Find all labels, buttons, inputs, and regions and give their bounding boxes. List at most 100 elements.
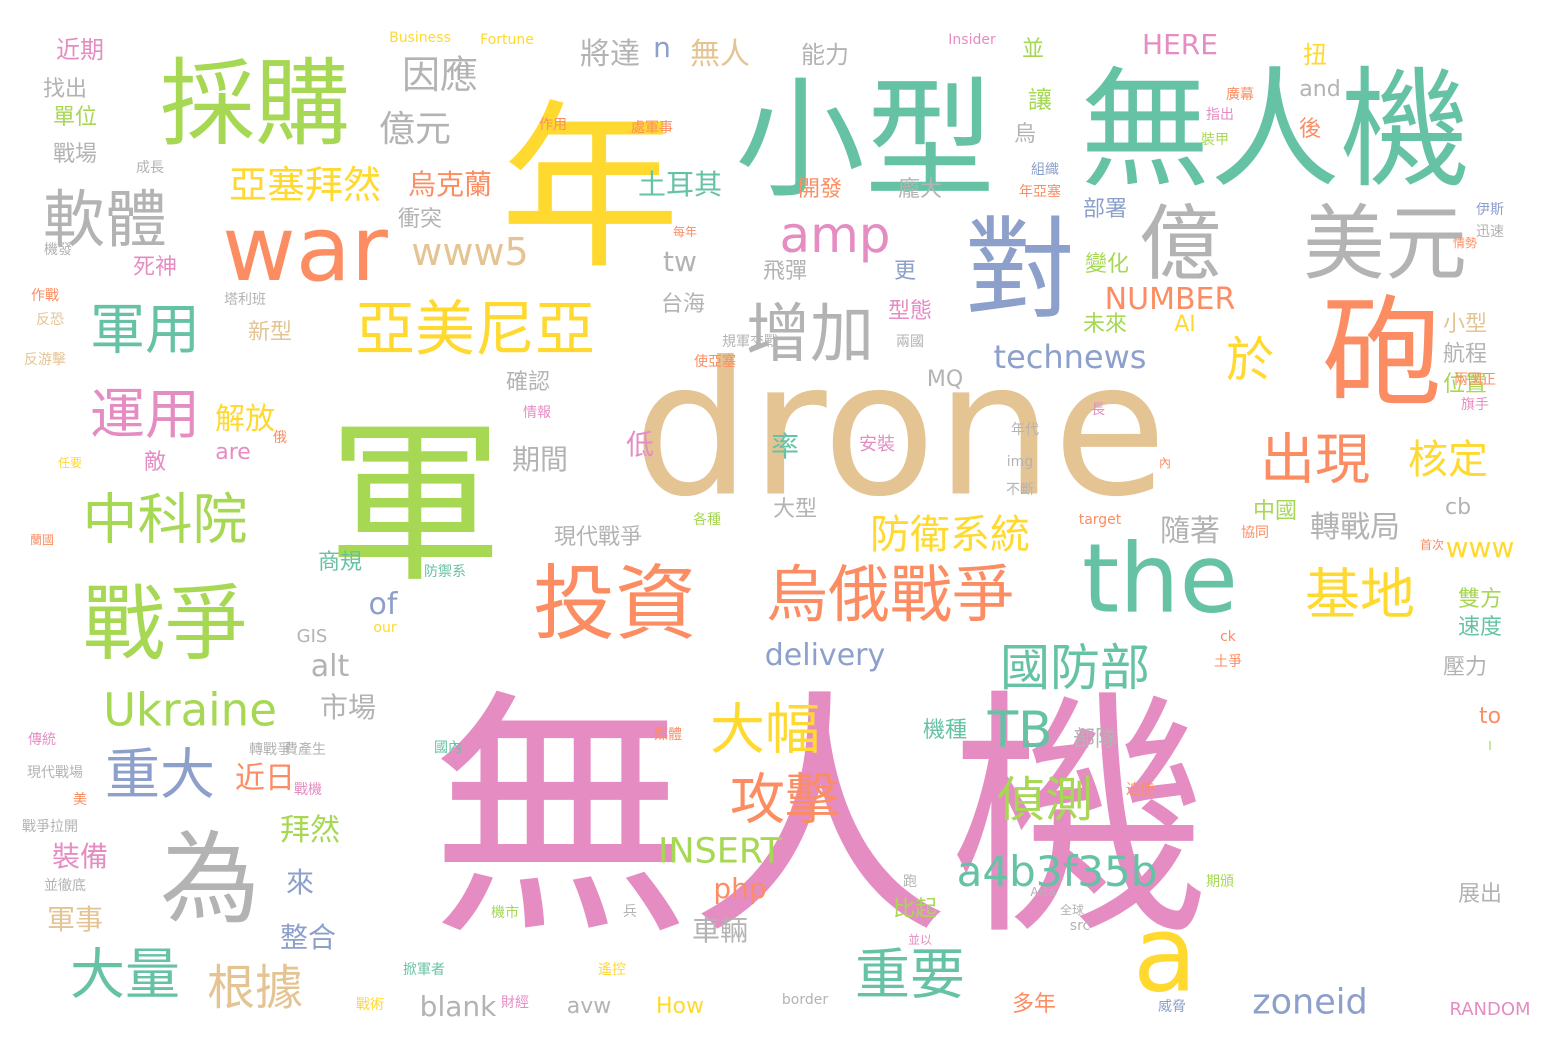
cloud-word: 無人機: [430, 669, 1210, 971]
cloud-word: of: [368, 587, 398, 622]
cloud-word: 飛彈: [762, 259, 808, 284]
cloud-word: 期間: [511, 443, 569, 476]
cloud-word: 轉戰爭: [249, 742, 291, 758]
cloud-word: 雙方: [1457, 587, 1503, 612]
cloud-word: 新型: [247, 320, 293, 345]
cloud-word: 核定: [1408, 437, 1488, 483]
cloud-word: 兵: [623, 904, 637, 920]
cloud-word: 位置: [1442, 372, 1488, 397]
cloud-word: 基地: [1304, 562, 1416, 627]
cloud-word: 中國: [1252, 499, 1298, 524]
cloud-word: I: [1488, 739, 1492, 753]
cloud-word: 軍事: [46, 903, 104, 936]
cloud-word: 土爭: [1214, 654, 1242, 670]
cloud-word: 無人機: [1079, 54, 1471, 206]
cloud-word: 確認: [505, 370, 551, 395]
cloud-word: 作戰: [31, 288, 59, 304]
cloud-word: 首次: [1419, 538, 1445, 552]
cloud-word: 年: [499, 85, 681, 294]
cloud-word: 投資: [532, 557, 698, 652]
cloud-word: target: [1078, 512, 1122, 528]
cloud-word: 台海: [660, 292, 706, 317]
cloud-word: 防衛系統: [870, 512, 1030, 558]
cloud-word: Ukraine: [103, 683, 277, 737]
cloud-word: 扭: [1303, 41, 1327, 69]
cloud-word: 烏: [1013, 122, 1037, 147]
cloud-word: 土耳其: [637, 168, 723, 201]
cloud-word: 轉戰局: [1310, 510, 1400, 545]
cloud-word: 解放: [215, 402, 275, 437]
cloud-word: 型態: [887, 299, 933, 324]
cloud-word: 遙控: [598, 962, 626, 978]
cloud-word: 美: [73, 792, 87, 808]
cloud-word: 協同: [1241, 525, 1269, 541]
cloud-word: 部隊: [1072, 727, 1118, 752]
cloud-word: 作用: [539, 117, 567, 133]
cloud-word: 每年: [672, 225, 698, 239]
cloud-word: 多年: [1011, 992, 1057, 1017]
cloud-word: 整合: [279, 921, 337, 954]
cloud-word: 組織: [1031, 162, 1059, 178]
cloud-word: cb: [1444, 495, 1472, 520]
cloud-word: 大幅: [709, 697, 821, 762]
cloud-word: 隨著: [1160, 514, 1220, 549]
cloud-word: 對: [965, 206, 1075, 334]
cloud-word: 龐大: [897, 177, 943, 202]
cloud-word: 美元: [1302, 197, 1468, 292]
cloud-word: Business: [389, 30, 451, 46]
cloud-word: How: [656, 994, 704, 1019]
cloud-word: 成長: [136, 160, 164, 176]
cloud-word: 跑: [903, 874, 917, 890]
cloud-word: 內: [1158, 456, 1172, 470]
cloud-word: 使亞塞: [694, 354, 736, 370]
cloud-word: ck: [1220, 629, 1236, 645]
cloud-word: 蘭國: [29, 533, 55, 547]
cloud-word: 小型: [1442, 312, 1488, 337]
cloud-word: www5: [411, 230, 529, 274]
cloud-word: 戰場: [52, 142, 98, 167]
cloud-word: 開發: [797, 177, 843, 202]
cloud-word: 情勢: [1452, 236, 1478, 250]
cloud-word: 無人: [690, 37, 750, 72]
cloud-word: 重大: [104, 742, 216, 807]
cloud-word: 威脅: [1158, 999, 1186, 1015]
cloud-word: our: [373, 620, 397, 636]
cloud-word: www: [1445, 531, 1515, 564]
cloud-word: INSERT: [658, 831, 782, 872]
cloud-word: delivery: [764, 638, 886, 673]
cloud-word: 來: [285, 866, 315, 899]
cloud-word: 掀軍者: [403, 962, 445, 978]
cloud-word: 為: [160, 821, 260, 938]
cloud-word: 烏俄戰爭: [765, 558, 1015, 631]
cloud-word: 財經: [501, 995, 529, 1011]
cloud-word: 大型: [772, 497, 818, 522]
cloud-word: 讓: [1028, 86, 1052, 114]
cloud-word: 偵測: [996, 772, 1094, 828]
cloud-word: NUMBER: [1104, 282, 1236, 317]
cloud-word: 指出: [1206, 107, 1234, 123]
cloud-word: 根據: [206, 960, 304, 1016]
cloud-word: 媒體: [654, 727, 682, 743]
cloud-word: src: [1069, 918, 1091, 934]
cloud-word: 反游擊: [24, 352, 66, 368]
cloud-word: 砲: [1322, 285, 1442, 424]
cloud-word: 軟體: [42, 183, 168, 256]
cloud-word: 因應: [401, 53, 479, 97]
cloud-word: 速度: [1457, 615, 1503, 640]
cloud-word: war: [222, 197, 388, 302]
cloud-word: 機市: [491, 905, 519, 921]
cloud-word: 兩國: [896, 334, 924, 350]
cloud-word: drone: [633, 321, 1167, 538]
cloud-word: 中科院: [82, 487, 248, 552]
cloud-word: 航程: [1442, 342, 1488, 367]
cloud-word: 軍: [327, 403, 503, 607]
cloud-word: Insider: [948, 32, 996, 48]
cloud-word: border: [781, 992, 829, 1008]
cloud-word: GIS: [296, 626, 328, 647]
cloud-word: 敵: [143, 450, 167, 475]
cloud-word: technews: [993, 338, 1147, 376]
cloud-word: 比起: [892, 897, 938, 922]
cloud-word: 未來: [1082, 312, 1128, 337]
cloud-word: tw: [663, 245, 697, 278]
